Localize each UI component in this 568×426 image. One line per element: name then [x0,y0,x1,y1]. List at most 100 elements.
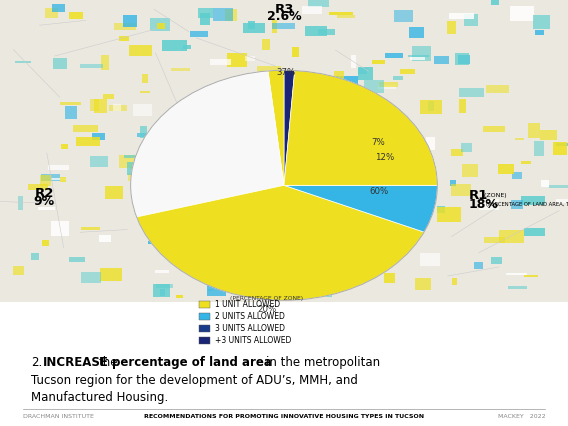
Bar [162,40,187,51]
Bar [53,58,66,69]
Bar [420,100,442,115]
Text: R1: R1 [469,190,488,202]
Bar [131,167,154,170]
Bar [18,196,23,210]
Bar [219,261,237,268]
Bar [69,256,85,262]
Bar [391,133,400,144]
Text: (PERCENTAGE OF ZONE): (PERCENTAGE OF ZONE) [231,296,303,301]
Bar [308,0,329,7]
Bar [540,130,557,141]
Bar [149,184,157,197]
Bar [150,18,170,31]
Bar [400,69,415,74]
Bar [214,9,232,20]
Bar [41,240,49,246]
Bar [361,144,375,153]
Bar [452,278,457,285]
Bar [99,235,111,242]
Bar [227,54,247,67]
Text: 60%: 60% [369,187,389,196]
Bar [153,285,170,297]
Bar [60,177,66,182]
Bar [207,285,225,296]
Bar [245,56,255,61]
Text: Tucson region for the development of ADU’s, MMH, and: Tucson region for the development of ADU… [31,374,358,387]
Bar [306,198,327,200]
Bar [485,237,504,243]
Bar [349,207,363,220]
Bar [109,105,127,111]
Text: 20%: 20% [257,305,277,314]
Bar [273,20,277,33]
Bar [275,253,287,268]
Polygon shape [284,133,437,185]
Bar [0,0,568,302]
Bar [533,14,550,29]
Bar [459,99,466,113]
Bar [410,27,424,38]
Text: 1 UNIT ALLOWED: 1 UNIT ALLOWED [215,300,280,309]
Text: (PERCENTAGE OF LAND AREA, TUCSON): (PERCENTAGE OF LAND AREA, TUCSON) [486,201,568,207]
Bar [225,9,237,20]
Bar [483,126,506,132]
Bar [410,57,425,60]
Bar [372,60,385,64]
Bar [556,143,567,146]
Bar [491,0,499,5]
Bar [41,174,60,181]
Bar [188,245,193,256]
Bar [512,172,521,178]
Text: 2.: 2. [31,356,43,369]
Bar [90,99,99,112]
Bar [324,93,340,104]
Bar [40,176,51,187]
Bar [350,55,356,68]
Bar [337,15,355,18]
Bar [474,262,483,269]
Bar [218,101,233,105]
Bar [461,143,471,152]
Bar [420,253,440,266]
Bar [384,273,395,282]
Text: DRACHMAN INSTITUTE: DRACHMAN INSTITUTE [23,414,94,419]
Bar [31,253,39,260]
Bar [324,215,347,225]
Bar [162,147,183,158]
Bar [393,75,403,80]
Bar [114,23,136,30]
Bar [170,68,190,71]
Bar [293,47,299,57]
Circle shape [131,70,437,300]
Bar [362,224,370,237]
Bar [73,125,98,132]
Bar [491,256,502,264]
Bar [302,6,322,14]
Bar [155,271,169,273]
Bar [437,207,461,222]
Bar [76,137,101,146]
Bar [37,207,55,210]
Bar [296,146,306,155]
Bar [437,206,445,213]
Bar [358,69,367,75]
Bar [172,182,186,189]
Polygon shape [284,158,437,185]
Bar [303,197,314,206]
Bar [137,133,161,137]
Text: 37%: 37% [276,67,295,77]
Bar [358,267,373,279]
Bar [123,15,136,27]
Bar [45,8,59,18]
Bar [315,291,332,297]
Polygon shape [284,118,437,185]
Polygon shape [284,70,295,185]
Bar [48,165,69,170]
Bar [498,164,514,174]
Bar [458,55,470,64]
Text: 9%: 9% [34,196,55,208]
Bar [450,181,456,186]
Bar [165,214,169,226]
Bar [177,227,192,232]
Polygon shape [284,118,437,185]
